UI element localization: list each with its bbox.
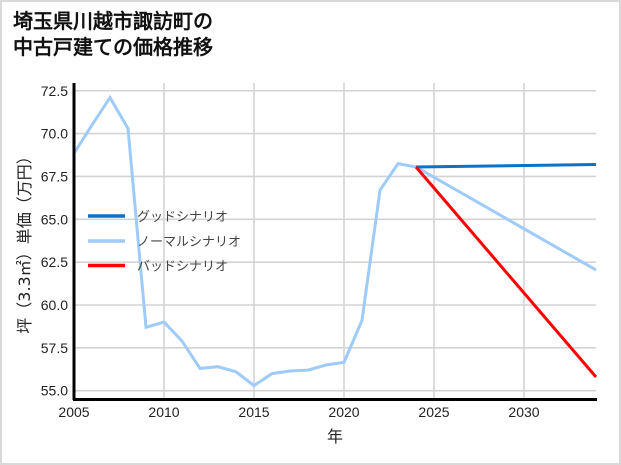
legend-label: ノーマルシナリオ bbox=[137, 235, 241, 250]
x-tick-label: 2030 bbox=[508, 404, 539, 420]
y-tick-label: 55.0 bbox=[41, 383, 68, 399]
y-tick-label: 60.0 bbox=[41, 297, 68, 313]
chart-title-line-2: 中古戸建ての価格推移 bbox=[13, 35, 213, 59]
legend-label: バッドシナリオ bbox=[137, 260, 228, 275]
legend-label: グッドシナリオ bbox=[137, 210, 228, 225]
legend-item-normal: ノーマルシナリオ bbox=[88, 235, 241, 250]
data-series bbox=[72, 94, 598, 388]
series-line-normal bbox=[72, 94, 597, 388]
x-tick-label: 2015 bbox=[238, 404, 269, 420]
series-line-bad bbox=[414, 166, 598, 378]
axes bbox=[72, 83, 597, 401]
chart-title: 埼玉県川越市諏訪町の 中古戸建ての価格推移 bbox=[13, 8, 213, 60]
y-tick-label: 67.5 bbox=[41, 168, 68, 184]
y-tick-label: 65.0 bbox=[41, 211, 68, 227]
x-axis-label: 年 bbox=[327, 427, 343, 446]
chart-title-line-1: 埼玉県川越市諏訪町の bbox=[13, 9, 213, 33]
y-tick-label: 57.5 bbox=[41, 340, 68, 356]
series-line-good bbox=[415, 163, 597, 169]
x-tick-label: 2005 bbox=[58, 404, 89, 420]
y-tick-label: 72.5 bbox=[41, 83, 68, 99]
x-tick-label: 2020 bbox=[328, 404, 359, 420]
y-axis-label: 坪（3.3㎡）単価（万円） bbox=[15, 148, 34, 333]
legend-item-good: グッドシナリオ bbox=[88, 210, 228, 225]
y-tick-label: 70.0 bbox=[41, 126, 68, 142]
x-tick-label: 2025 bbox=[418, 404, 449, 420]
x-tick-label: 2010 bbox=[148, 404, 179, 420]
y-tick-label: 62.5 bbox=[41, 254, 68, 270]
x-tick-labels: 2005 2010 2015 2020 2025 2030 bbox=[58, 404, 539, 420]
legend-item-bad: バッドシナリオ bbox=[88, 260, 228, 275]
y-tick-labels: 55.0 57.5 60.0 62.5 65.0 67.5 70.0 72.5 bbox=[41, 83, 68, 399]
